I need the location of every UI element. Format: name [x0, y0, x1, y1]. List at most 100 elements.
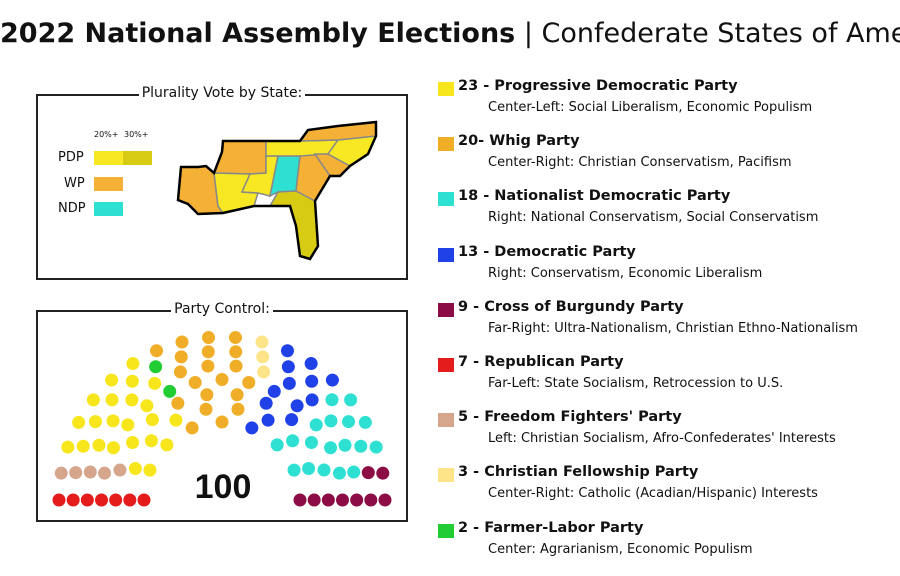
- seat: [125, 393, 139, 407]
- seat: [257, 365, 271, 379]
- party-name: 20- Whig Party: [458, 133, 580, 150]
- seat: [140, 399, 154, 413]
- seat: [173, 365, 187, 379]
- seat: [86, 393, 100, 407]
- party-color-swatch: [438, 302, 454, 317]
- party-name: 18 - Nationalist Democratic Party: [458, 188, 731, 205]
- seat: [188, 376, 202, 390]
- seat: [201, 345, 215, 359]
- seat: [145, 413, 159, 427]
- seat: [229, 359, 243, 373]
- party-name: 7 - Republican Party: [458, 354, 624, 370]
- party-color-swatch: [438, 82, 454, 96]
- party-color-swatch: [438, 247, 454, 262]
- seat: [76, 439, 90, 453]
- seat: [261, 413, 275, 427]
- party-name: 23 - Progressive Democratic Party: [458, 78, 738, 94]
- seat: [317, 463, 331, 477]
- seat: [358, 415, 372, 429]
- seat: [160, 438, 174, 452]
- seat: [325, 393, 339, 407]
- state-map: [176, 120, 378, 261]
- party-description: Right: Conservatism, Economic Liberalism: [488, 265, 763, 281]
- party-name: 9 - Cross of Burgundy Party: [458, 298, 684, 315]
- seat: [305, 393, 319, 407]
- party-name: 3 - Christian Fellowship Party: [458, 464, 699, 481]
- seat: [304, 436, 318, 450]
- party-color-swatch: [438, 137, 454, 152]
- seat: [285, 413, 299, 427]
- seat: [175, 335, 189, 349]
- seat: [282, 376, 296, 390]
- parliament-chart: [52, 331, 392, 507]
- seat: [361, 466, 375, 480]
- seat: [307, 493, 321, 507]
- party-description: Far-Right: Ultra-Nationalism, Christian …: [488, 320, 858, 336]
- legend-header-30: 30%+: [124, 130, 149, 139]
- seat: [215, 373, 229, 386]
- seat: [128, 461, 142, 475]
- seat: [256, 350, 270, 364]
- seat: [126, 436, 140, 450]
- seat: [321, 493, 335, 507]
- seat: [69, 466, 83, 480]
- seat: [121, 418, 135, 432]
- party-description: Center: Agrarianism, Economic Populism: [488, 541, 753, 557]
- seat: [324, 441, 338, 455]
- seat: [293, 493, 307, 507]
- seat: [109, 493, 123, 507]
- seat: [324, 414, 338, 428]
- seat: [286, 434, 300, 448]
- party-control-title: Party Control:: [171, 301, 273, 317]
- seat: [280, 344, 294, 358]
- map-panel: Plurality Vote by State: 20%+ 30%+ PDP W…: [36, 85, 408, 280]
- party-name: 13 - Democratic Party: [458, 243, 636, 260]
- seat: [287, 463, 301, 477]
- seat: [344, 393, 358, 407]
- seat: [95, 493, 108, 507]
- party-color-swatch: [438, 358, 454, 372]
- seat: [92, 438, 106, 452]
- seat: [231, 402, 245, 416]
- seat: [54, 466, 68, 480]
- seat: [88, 415, 102, 429]
- seat: [185, 421, 199, 435]
- pdp-20-swatch: [94, 151, 123, 165]
- seat: [201, 359, 215, 373]
- party-description: Left: Christian Socialism, Afro-Confeder…: [488, 431, 836, 447]
- seat: [199, 402, 213, 416]
- seat: [270, 438, 284, 452]
- seat: [171, 396, 185, 410]
- party-color-swatch: [438, 192, 454, 207]
- seat: [125, 374, 139, 388]
- seat: [169, 413, 183, 427]
- seat: [364, 493, 378, 507]
- party-description: Center-Right: Catholic (Acadian/Hispanic…: [488, 486, 818, 502]
- ndp-swatch: [94, 202, 123, 216]
- seat: [149, 360, 163, 374]
- seat: [105, 393, 119, 407]
- seat: [259, 396, 273, 410]
- seat: [245, 421, 259, 435]
- seat: [347, 465, 361, 479]
- pdp-30-swatch: [123, 151, 152, 165]
- seat: [150, 344, 164, 358]
- seat: [52, 493, 66, 507]
- seat: [105, 373, 119, 387]
- seat: [137, 493, 151, 507]
- seat: [304, 357, 318, 371]
- legend-ndp: NDP: [58, 201, 86, 216]
- seat: [83, 465, 97, 479]
- seat: [290, 399, 304, 413]
- seat: [215, 415, 229, 429]
- seat: [376, 466, 390, 480]
- seat: [302, 461, 316, 475]
- seat: [255, 335, 269, 349]
- seat: [305, 374, 319, 388]
- seat: [72, 415, 86, 429]
- country-outline: [176, 120, 378, 261]
- legend-pdp: PDP: [58, 150, 84, 165]
- seat: [229, 345, 243, 359]
- party-control-panel: Party Control: 100: [36, 301, 408, 522]
- seat: [228, 331, 242, 345]
